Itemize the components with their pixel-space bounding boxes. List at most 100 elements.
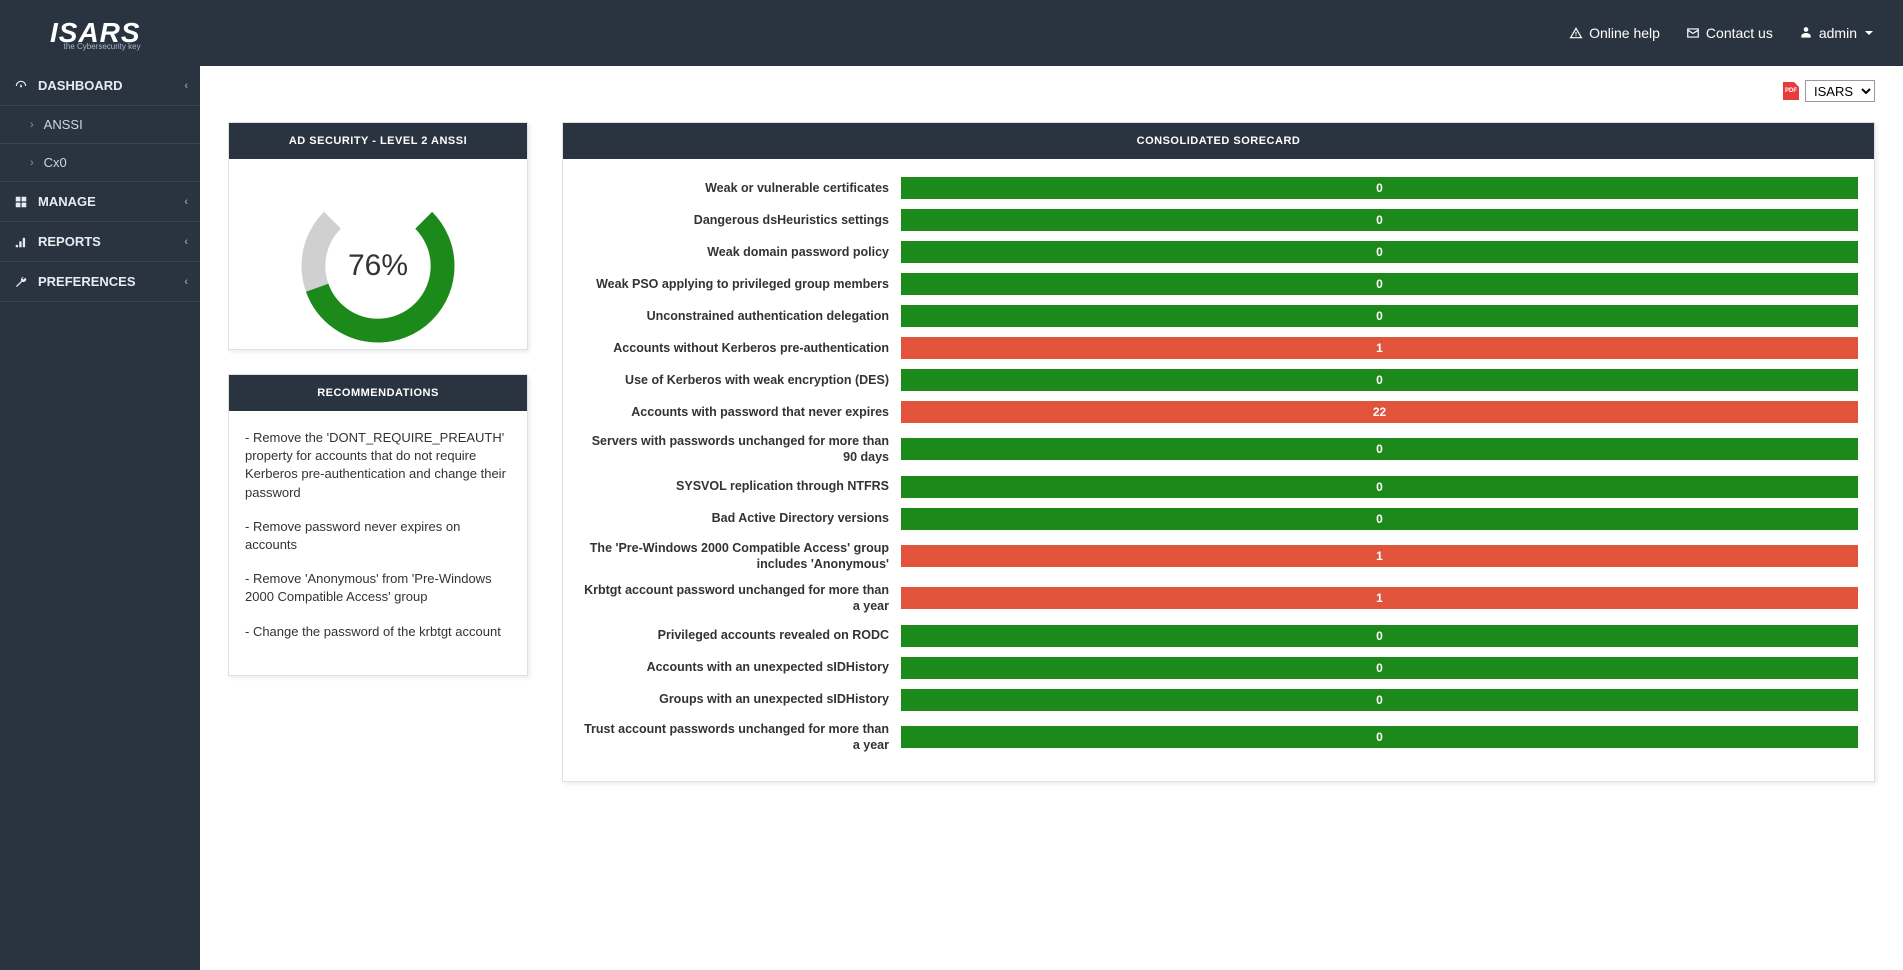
scorecard-row: Krbtgt account password unchanged for mo…	[579, 582, 1858, 615]
scorecard-bar[interactable]: 0	[901, 209, 1858, 231]
scorecard-row: Use of Kerberos with weak encryption (DE…	[579, 369, 1858, 391]
pdf-export-button[interactable]: PDF	[1783, 82, 1799, 100]
sidebar-item-label: PREFERENCES	[38, 274, 136, 289]
chart-icon	[14, 235, 28, 249]
scorecard-bar[interactable]: 0	[901, 625, 1858, 647]
brand-logo: ISARS the Cybersecurity key	[50, 17, 141, 49]
scorecard-label: Weak PSO applying to privileged group me…	[579, 276, 889, 292]
brand-tagline: the Cybersecurity key	[64, 42, 141, 51]
scorecard-label: Privileged accounts revealed on RODC	[579, 627, 889, 643]
scorecard-label: Dangerous dsHeuristics settings	[579, 212, 889, 228]
scorecard-label: The 'Pre-Windows 2000 Compatible Access'…	[579, 540, 889, 573]
sidebar: DASHBOARD ‹ › ANSSI › Cx0 MANAGE ‹ REPOR…	[0, 66, 200, 970]
scorecard-panel: CONSOLIDATED SORECARD Weak or vulnerable…	[562, 122, 1875, 782]
scorecard-bar[interactable]: 0	[901, 689, 1858, 711]
sidebar-item-reports[interactable]: REPORTS ‹	[0, 222, 200, 262]
topbar: ISARS the Cybersecurity key Online help …	[0, 0, 1903, 66]
scorecard-row: Accounts with password that never expire…	[579, 401, 1858, 423]
scorecard-row: Accounts with an unexpected sIDHistory 0	[579, 657, 1858, 679]
scorecard-row: Weak domain password policy 0	[579, 241, 1858, 263]
contact-us-link[interactable]: Contact us	[1686, 25, 1773, 41]
recommendation-item: - Remove the 'DONT_REQUIRE_PREAUTH' prop…	[245, 429, 511, 502]
chevron-left-icon: ‹	[184, 276, 188, 288]
scorecard-row: Weak or vulnerable certificates 0	[579, 177, 1858, 199]
scorecard-label: Krbtgt account password unchanged for mo…	[579, 582, 889, 615]
scorecard-bar[interactable]: 0	[901, 273, 1858, 295]
chevron-left-icon: ‹	[184, 196, 188, 208]
sidebar-item-label: REPORTS	[38, 234, 101, 249]
caret-down-icon	[1865, 31, 1873, 35]
security-gauge: 76%	[293, 181, 463, 321]
scorecard-row: SYSVOL replication through NTFRS 0	[579, 476, 1858, 498]
scorecard-label: Accounts without Kerberos pre-authentica…	[579, 340, 889, 356]
chevron-left-icon: ‹	[184, 236, 188, 248]
user-menu[interactable]: admin	[1799, 25, 1873, 41]
scorecard-row: Privileged accounts revealed on RODC 0	[579, 625, 1858, 647]
scorecard-label: Accounts with an unexpected sIDHistory	[579, 659, 889, 675]
scorecard-row: Servers with passwords unchanged for mor…	[579, 433, 1858, 466]
scorecard-row: Accounts without Kerberos pre-authentica…	[579, 337, 1858, 359]
scorecard-label: Weak or vulnerable certificates	[579, 180, 889, 196]
angle-right-icon: ›	[30, 119, 34, 131]
scorecard-bar[interactable]: 22	[901, 401, 1858, 423]
scorecard-bar[interactable]: 0	[901, 177, 1858, 199]
scorecard-label: Use of Kerberos with weak encryption (DE…	[579, 372, 889, 388]
scorecard-label: Trust account passwords unchanged for mo…	[579, 721, 889, 754]
main-content: PDF ISARS AD SECURITY - LEVEL 2 ANSSI 7	[200, 66, 1903, 970]
toolbar: PDF ISARS	[228, 80, 1875, 102]
grid-icon	[14, 195, 28, 209]
recommendations-title: RECOMMENDATIONS	[229, 375, 527, 411]
online-help-link[interactable]: Online help	[1569, 25, 1660, 41]
dashboard-icon	[14, 79, 28, 93]
scorecard-label: Unconstrained authentication delegation	[579, 308, 889, 324]
gauge-panel: AD SECURITY - LEVEL 2 ANSSI 76%	[228, 122, 528, 350]
scorecard-row: Dangerous dsHeuristics settings 0	[579, 209, 1858, 231]
scorecard-bar[interactable]: 0	[901, 369, 1858, 391]
scorecard-row: Trust account passwords unchanged for mo…	[579, 721, 1858, 754]
scorecard-row: Weak PSO applying to privileged group me…	[579, 273, 1858, 295]
sidebar-sub-cx0[interactable]: › Cx0	[0, 144, 200, 182]
sidebar-item-preferences[interactable]: PREFERENCES ‹	[0, 262, 200, 302]
scorecard-bar[interactable]: 1	[901, 337, 1858, 359]
scorecard-bar[interactable]: 0	[901, 508, 1858, 530]
scorecard-bar[interactable]: 1	[901, 545, 1858, 567]
wrench-icon	[14, 275, 28, 289]
gauge-percent-label: 76%	[293, 249, 463, 283]
scorecard-bar[interactable]: 0	[901, 476, 1858, 498]
user-icon	[1799, 26, 1813, 40]
gauge-panel-title: AD SECURITY - LEVEL 2 ANSSI	[229, 123, 527, 159]
scorecard-title: CONSOLIDATED SORECARD	[563, 123, 1874, 159]
scorecard-bar[interactable]: 0	[901, 241, 1858, 263]
user-name: admin	[1819, 25, 1857, 41]
scorecard-bar[interactable]: 0	[901, 726, 1858, 748]
sidebar-sub-label: Cx0	[44, 155, 67, 170]
scorecard-label: Accounts with password that never expire…	[579, 404, 889, 420]
sidebar-item-label: DASHBOARD	[38, 78, 123, 93]
scorecard-bar[interactable]: 1	[901, 587, 1858, 609]
recommendation-item: - Change the password of the krbtgt acco…	[245, 623, 511, 641]
pdf-icon-label: PDF	[1785, 88, 1797, 94]
scorecard-row: Unconstrained authentication delegation 0	[579, 305, 1858, 327]
scorecard-bar[interactable]: 0	[901, 305, 1858, 327]
scorecard-row: Bad Active Directory versions0	[579, 508, 1858, 530]
sidebar-item-label: MANAGE	[38, 194, 96, 209]
scorecard-bar[interactable]: 0	[901, 657, 1858, 679]
scorecard-label: Groups with an unexpected sIDHistory	[579, 691, 889, 707]
chevron-left-icon: ‹	[184, 80, 188, 92]
recommendations-panel: RECOMMENDATIONS - Remove the 'DONT_REQUI…	[228, 374, 528, 676]
scorecard-label: Weak domain password policy	[579, 244, 889, 260]
angle-right-icon: ›	[30, 157, 34, 169]
recommendation-item: - Remove 'Anonymous' from 'Pre-Windows 2…	[245, 570, 511, 606]
scorecard-row: Groups with an unexpected sIDHistory 0	[579, 689, 1858, 711]
scorecard-bar[interactable]: 0	[901, 438, 1858, 460]
sidebar-item-manage[interactable]: MANAGE ‹	[0, 182, 200, 222]
scorecard-label: SYSVOL replication through NTFRS	[579, 478, 889, 494]
sidebar-sub-anssi[interactable]: › ANSSI	[0, 106, 200, 144]
contact-us-label: Contact us	[1706, 25, 1773, 41]
scorecard-row: The 'Pre-Windows 2000 Compatible Access'…	[579, 540, 1858, 573]
scorecard-label: Servers with passwords unchanged for mor…	[579, 433, 889, 466]
envelope-icon	[1686, 26, 1700, 40]
recommendation-item: - Remove password never expires on accou…	[245, 518, 511, 554]
domain-selector[interactable]: ISARS	[1805, 80, 1875, 102]
sidebar-item-dashboard[interactable]: DASHBOARD ‹	[0, 66, 200, 106]
